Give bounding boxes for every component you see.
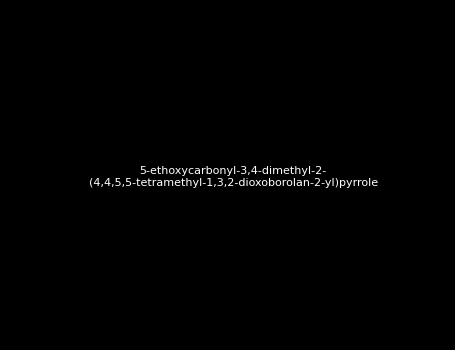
Text: 5-ethoxycarbonyl-3,4-dimethyl-2-
(4,4,5,5-tetramethyl-1,3,2-dioxoborolan-2-yl)py: 5-ethoxycarbonyl-3,4-dimethyl-2- (4,4,5,… [89, 166, 378, 188]
